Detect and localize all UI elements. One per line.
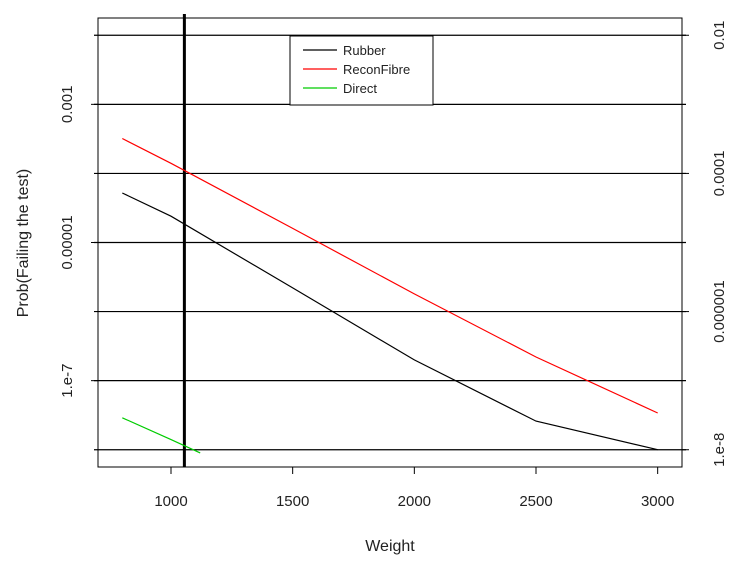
- legend-label-reconfibre: ReconFibre: [343, 62, 410, 77]
- y-right-tick-label: 0.000001: [711, 280, 728, 343]
- x-tick-label: 2500: [519, 493, 552, 510]
- series-line-rubber: [122, 192, 658, 451]
- legend-label-rubber: Rubber: [343, 43, 386, 58]
- x-axis: 1000 1500 2000 2500 3000: [154, 467, 674, 510]
- legend-box: [289, 35, 434, 106]
- y-left-tick-label: 0.00001: [59, 215, 76, 269]
- x-tick-label: 1000: [154, 493, 187, 510]
- legend-label-direct: Direct: [343, 81, 377, 96]
- series-lines: [122, 137, 658, 454]
- y-right-tick-label: 0.0001: [711, 150, 728, 196]
- series-line-direct: [122, 417, 201, 454]
- x-tick-label: 2000: [398, 493, 431, 510]
- y-axis-title: Prob(Failing the test): [15, 169, 32, 318]
- y-axis-left: 0.001 0.00001 1.e-7: [59, 86, 98, 398]
- y-left-tick-label: 0.001: [59, 86, 76, 124]
- x-axis-title: Weight: [365, 538, 415, 555]
- series-line-reconfibre: [122, 137, 658, 414]
- x-tick-label: 1500: [276, 493, 309, 510]
- y-axis-right: 0.01 0.0001 0.000001 1.e-8: [682, 21, 728, 467]
- y-right-tick-label: 1.e-8: [711, 433, 728, 467]
- x-tick-label: 3000: [641, 493, 674, 510]
- y-left-tick-label: 1.e-7: [59, 364, 76, 398]
- legend: Rubber ReconFibre Direct: [289, 35, 434, 106]
- y-right-tick-label: 0.01: [711, 21, 728, 50]
